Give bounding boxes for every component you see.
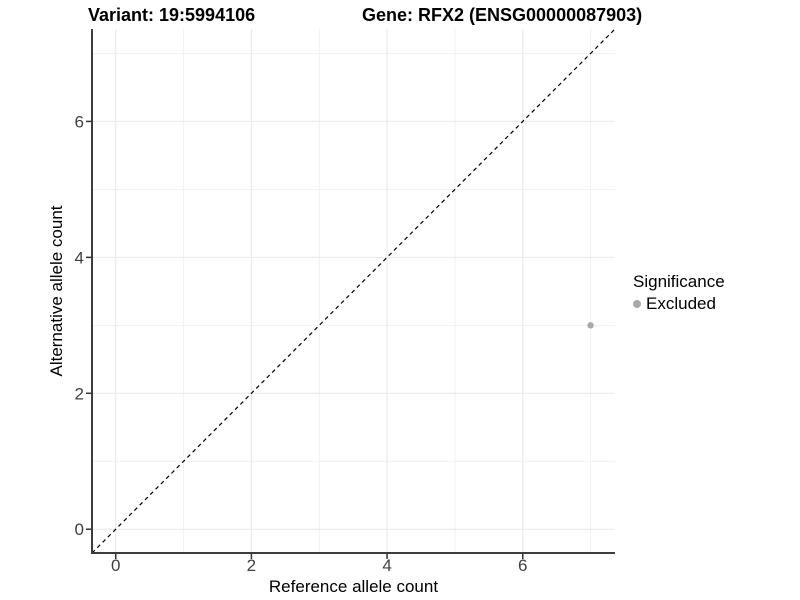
legend: Significance Excluded xyxy=(633,272,725,314)
legend-item-excluded: Excluded xyxy=(633,294,725,314)
identity-dashed-line xyxy=(91,28,616,554)
x-tick-label: 4 xyxy=(382,556,391,575)
gene-title: Gene: RFX2 (ENSG00000087903) xyxy=(362,5,643,25)
y-tick-label: 0 xyxy=(75,520,84,539)
excluded-point-icon xyxy=(633,300,641,308)
x-tick-label: 0 xyxy=(111,556,120,575)
y-axis-title: Alternative allele count xyxy=(47,205,66,377)
y-tick-label: 4 xyxy=(75,248,84,267)
data-point xyxy=(587,322,594,329)
x-tick-label: 2 xyxy=(247,556,256,575)
legend-item-label: Excluded xyxy=(646,294,716,313)
x-axis-title: Reference allele count xyxy=(268,577,439,596)
legend-title: Significance xyxy=(633,272,725,291)
y-tick-label: 6 xyxy=(75,112,84,131)
x-tick-label: 6 xyxy=(518,556,527,575)
variant-title: Variant: 19:5994106 xyxy=(88,5,256,25)
y-tick-label: 2 xyxy=(75,384,84,403)
